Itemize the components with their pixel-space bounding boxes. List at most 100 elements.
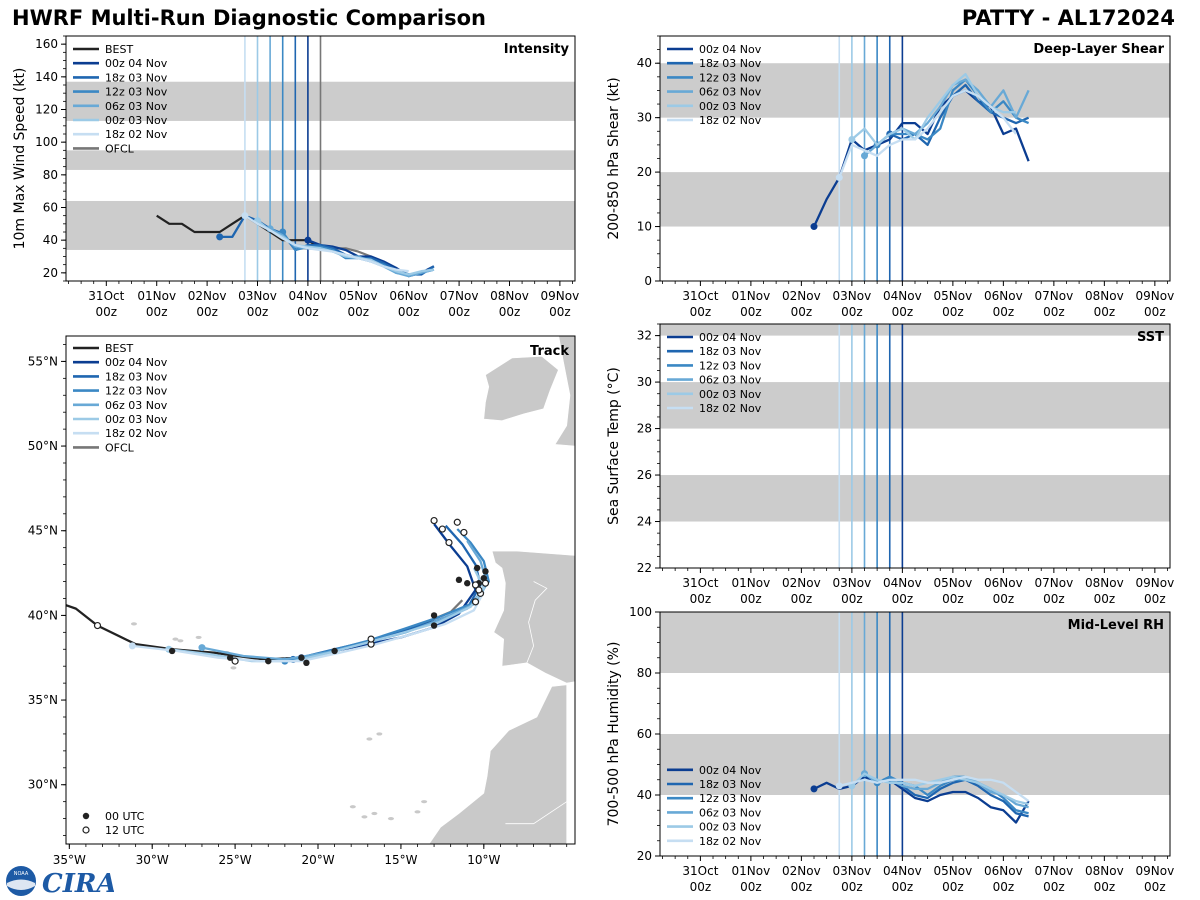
legend-12utc-marker xyxy=(82,826,90,834)
rh-ytick-label: 60 xyxy=(637,727,652,741)
sst-panel: 22 24 26 28 30 32 31Oct 00z 01Nov 00z 02Nov 00z 03No… xyxy=(606,323,1174,606)
shear-xtick-label: 08Nov xyxy=(1085,289,1124,303)
intensity-xtick-label: 01Nov xyxy=(137,289,176,303)
intensity-legend-label: 06z 03 Nov xyxy=(105,100,168,113)
shear-xtick-label: 05Nov xyxy=(934,289,973,303)
sst-xtick-sublabel: 00z xyxy=(1043,592,1065,606)
track-legend-label: 12z 03 Nov xyxy=(105,385,168,398)
sst-legend-label: 00z 03 Nov xyxy=(699,388,762,401)
track-marker-00utc xyxy=(455,576,463,584)
shear-xtick-sublabel: 00z xyxy=(892,305,914,319)
track-ytick-label: 40°N xyxy=(28,608,58,622)
shear-init-marker xyxy=(861,152,869,160)
shear-xtick-label: 07Nov xyxy=(1035,289,1074,303)
legend-00utc-marker xyxy=(82,812,90,820)
track-marker-12utc xyxy=(481,579,490,587)
sst-legend-label: 00z 04 Nov xyxy=(699,331,762,344)
shear-series-group xyxy=(810,72,1030,231)
shear-ytick-label: 40 xyxy=(637,56,652,70)
rh-xtick-sublabel: 00z xyxy=(1043,880,1065,894)
sst-band xyxy=(660,475,1170,522)
intensity-xtick-sublabel: 00z xyxy=(146,305,168,319)
intensity-legend-label: 12z 03 Nov xyxy=(105,86,168,99)
shear-series-line xyxy=(876,78,1030,146)
sst-ytick-label: 22 xyxy=(637,561,652,575)
track-marker-12utc xyxy=(475,586,483,594)
track-ytick-label: 45°N xyxy=(28,524,58,538)
intensity-xtick-label: 08Nov xyxy=(490,289,529,303)
track-xtick-label: 35°W xyxy=(53,853,86,867)
track-frame xyxy=(65,335,576,845)
border-portugal-spain xyxy=(526,581,548,663)
rh-xtick-sublabel: 00z xyxy=(1094,880,1116,894)
shear-xtick-sublabel: 00z xyxy=(993,305,1015,319)
land-ireland xyxy=(483,355,559,422)
track-marker-12utc xyxy=(471,581,480,589)
intensity-xtick-sublabel: 00z xyxy=(96,305,118,319)
shear-panel: 0 10 20 30 40 31Oct 00z 01Nov 00z 02Nov 00z 03Nov 00… xyxy=(606,35,1174,319)
sst-xtick-label: 07Nov xyxy=(1035,576,1074,590)
intensity-ytick-label: 20 xyxy=(43,266,58,280)
intensity-xtick-sublabel: 00z xyxy=(247,305,269,319)
track-marker-12utc xyxy=(93,621,102,630)
noaa-logo-wave xyxy=(7,879,35,890)
track-marker-00utc xyxy=(303,659,310,667)
track-marker-00utc xyxy=(168,647,176,655)
land-britain xyxy=(554,336,575,447)
intensity-xtick-label: 09Nov xyxy=(541,289,580,303)
sst-xtick-label: 31Oct xyxy=(682,576,718,590)
track-marker-00utc xyxy=(331,647,338,655)
shear-xtick-label: 03Nov xyxy=(833,289,872,303)
track-ytick-label: 50°N xyxy=(28,439,58,453)
figure-title: HWRF Multi-Run Diagnostic Comparison xyxy=(12,6,487,30)
sst-legend-label: 12z 03 Nov xyxy=(699,359,762,372)
track-map-area xyxy=(66,336,575,844)
intensity-title: Intensity xyxy=(504,42,570,57)
rh-xtick-label: 09Nov xyxy=(1135,864,1174,878)
track-init-marker xyxy=(198,644,206,652)
intensity-series-group xyxy=(156,212,435,278)
rh-band xyxy=(660,612,1170,673)
track-marker-12utc xyxy=(453,518,461,526)
rh-legend-label: 18z 02 Nov xyxy=(699,835,762,848)
rh-panel: 20 40 60 80 100 31Oct 00z 01Nov 00z 02Nov 00z 03Nov… xyxy=(606,605,1174,894)
sst-xtick-label: 01Nov xyxy=(732,576,771,590)
storm-label: PATTY - AL172024 xyxy=(961,6,1175,30)
sst-ytick-label: 30 xyxy=(637,375,652,389)
sst-xtick-sublabel: 00z xyxy=(1144,592,1166,606)
island xyxy=(366,737,373,741)
track-marker-12utc xyxy=(460,528,468,537)
track-legend-label: 06z 03 Nov xyxy=(105,399,168,412)
rh-xtick-label: 03Nov xyxy=(833,864,872,878)
sst-ylabel: Sea Surface Temp (°C) xyxy=(606,367,622,525)
rh-xtick-sublabel: 00z xyxy=(892,880,914,894)
shear-band xyxy=(660,63,1170,118)
intensity-series-line xyxy=(244,214,409,273)
sst-xtick-label: 06Nov xyxy=(984,576,1023,590)
sst-ytick-label: 24 xyxy=(637,515,652,529)
rh-xtick-sublabel: 00z xyxy=(740,880,762,894)
shear-xtick-sublabel: 00z xyxy=(791,305,813,319)
intensity-panel: 20 40 60 80 100 120 140 160 31Oct 00z 01Nov 00z 02No… xyxy=(12,35,580,319)
shear-ytick-label: 0 xyxy=(644,274,652,288)
intensity-xtick-label: 03Nov xyxy=(238,289,277,303)
sst-legend-label: 06z 03 Nov xyxy=(699,374,762,387)
track-legend-label: 00z 04 Nov xyxy=(105,356,168,369)
rh-xtick-sublabel: 00z xyxy=(791,880,813,894)
intensity-xtick-sublabel: 00z xyxy=(348,305,370,319)
legend-00utc-label: 00 UTC xyxy=(105,810,145,823)
island xyxy=(349,805,356,809)
track-legend-label: 18z 02 Nov xyxy=(105,427,168,440)
track-marker-12utc xyxy=(367,635,375,643)
rh-series-line xyxy=(839,775,1030,803)
rh-legend-label: 18z 03 Nov xyxy=(699,778,762,791)
track-marker-00utc xyxy=(464,580,471,587)
sst-xtick-sublabel: 00z xyxy=(791,592,813,606)
shear-legend-label: 18z 03 Nov xyxy=(699,57,762,70)
rh-legend-label: 00z 04 Nov xyxy=(699,764,762,777)
island xyxy=(376,732,383,736)
track-marker-00utc xyxy=(226,654,234,661)
sst-ytick-label: 32 xyxy=(637,329,652,343)
shear-ytick-label: 30 xyxy=(637,111,652,125)
